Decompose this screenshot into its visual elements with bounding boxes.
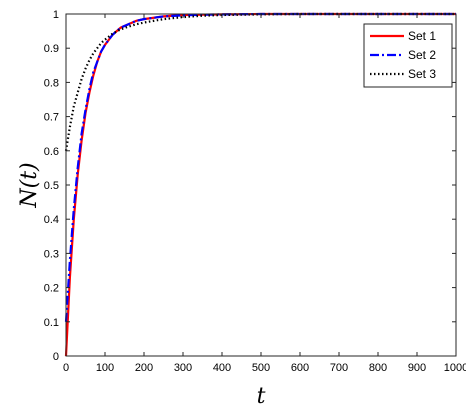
y-axis: 0 0.1 0.2 0.3 0.4 0.5 0.6 0.7 0.8 0.9 1 [44,9,456,363]
x-tick-label: 0 [63,362,69,374]
y-tick-label: 0.6 [44,146,59,158]
x-axis-label: t [257,384,266,408]
legend-label: Set 1 [408,29,436,43]
y-tick-label: 0.1 [44,317,59,329]
y-tick-label: 0 [53,351,59,363]
x-tick-label: 800 [369,362,387,374]
x-tick-label: 500 [252,362,270,374]
y-tick-label: 0.5 [44,180,59,192]
y-tick-label: 0.2 [44,283,59,295]
legend-label: Set 2 [408,48,436,62]
y-tick-label: 0.4 [44,214,59,226]
x-tick-label: 300 [174,362,192,374]
x-axis: 0 100 200 300 400 500 600 700 800 900 1000 [63,14,466,374]
y-tick-label: 0.8 [44,77,59,89]
x-tick-label: 900 [408,362,426,374]
x-tick-label: 1000 [444,362,466,374]
legend-label: Set 3 [408,67,436,81]
legend: Set 1 Set 2 Set 3 [363,23,453,88]
y-tick-label: 0.7 [44,112,59,124]
y-tick-label: 1 [53,9,59,21]
y-tick-label: 0.9 [44,43,59,55]
x-tick-label: 600 [291,362,309,374]
x-tick-label: 700 [330,362,348,374]
x-tick-label: 100 [96,362,114,374]
y-tick-label: 0.3 [44,248,59,260]
x-tick-label: 200 [135,362,153,374]
x-tick-label: 400 [213,362,231,374]
y-axis-label: N(t) [17,162,42,208]
